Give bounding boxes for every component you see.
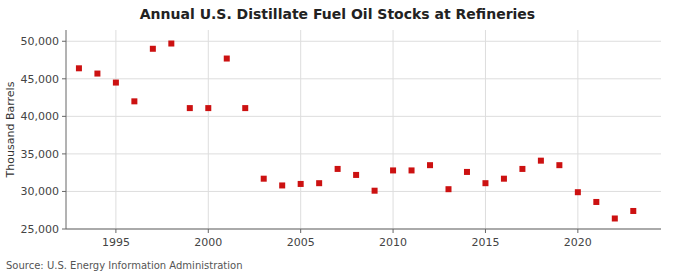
- grid-line: [66, 153, 661, 154]
- grid-line: [300, 30, 301, 229]
- grid-line: [208, 30, 209, 229]
- tick-label: 45,000: [21, 73, 60, 86]
- tick-label: 2010: [379, 236, 407, 249]
- point: [427, 162, 433, 168]
- point: [76, 65, 82, 71]
- point: [94, 71, 100, 77]
- tick: [62, 41, 66, 42]
- grid-line: [577, 30, 578, 229]
- tick-label: 2020: [564, 236, 592, 249]
- tick: [577, 229, 578, 233]
- tick: [485, 229, 486, 233]
- tick-label: 50,000: [21, 35, 60, 48]
- point: [187, 105, 193, 111]
- point: [538, 158, 544, 164]
- tick-label: 30,000: [21, 185, 60, 198]
- point: [150, 46, 156, 52]
- tick-label: 1995: [102, 236, 130, 249]
- tick-label: 25,000: [21, 223, 60, 236]
- title: Annual U.S. Distillate Fuel Oil Stocks a…: [140, 6, 535, 22]
- tick: [62, 78, 66, 79]
- point: [335, 166, 341, 172]
- grid-line: [115, 30, 116, 229]
- point: [372, 188, 378, 194]
- point: [501, 176, 507, 182]
- point: [224, 56, 230, 62]
- point: [113, 80, 119, 86]
- tick-label: 2015: [471, 236, 499, 249]
- y-axis-label: Thousand Barrels: [4, 81, 17, 178]
- point: [575, 189, 581, 195]
- grid-line: [393, 30, 394, 229]
- point: [298, 181, 304, 187]
- tick: [115, 229, 116, 233]
- tick: [62, 153, 66, 154]
- grid-line: [66, 229, 661, 230]
- point: [353, 172, 359, 178]
- point: [205, 105, 211, 111]
- point: [409, 167, 415, 173]
- point: [482, 180, 488, 186]
- chart: Annual U.S. Distillate Fuel Oil Stocks a…: [0, 0, 675, 275]
- point: [131, 98, 137, 104]
- point: [168, 41, 174, 47]
- tick: [62, 229, 66, 230]
- point: [390, 167, 396, 173]
- tick-label: 35,000: [21, 148, 60, 161]
- grid-line: [66, 41, 661, 42]
- axes: 25,000 30,000 35,000 40,000 45,000 50,000 1995…: [21, 30, 662, 249]
- tick: [62, 191, 66, 192]
- point: [612, 215, 618, 221]
- point: [464, 169, 470, 175]
- x-axis-line: [66, 229, 661, 230]
- grid-line: [485, 30, 486, 229]
- grid-line: [66, 78, 661, 79]
- tick-label: 2000: [194, 236, 222, 249]
- tick: [62, 116, 66, 117]
- y-axis-line: [66, 30, 67, 229]
- grid-line: [66, 116, 661, 117]
- points: [76, 41, 636, 222]
- point: [556, 162, 562, 168]
- point: [446, 186, 452, 192]
- point: [316, 180, 322, 186]
- point: [630, 208, 636, 214]
- annotation: Source: U.S. Energy Information Administ…: [6, 260, 243, 271]
- tick: [393, 229, 394, 233]
- grid-line: [66, 191, 661, 192]
- tick-label: 40,000: [21, 110, 60, 123]
- point: [279, 182, 285, 188]
- point: [519, 166, 525, 172]
- tick: [300, 229, 301, 233]
- tick-label: 2005: [287, 236, 315, 249]
- point: [593, 199, 599, 205]
- tick: [208, 229, 209, 233]
- point: [261, 176, 267, 182]
- point: [242, 105, 248, 111]
- grid: [66, 30, 661, 229]
